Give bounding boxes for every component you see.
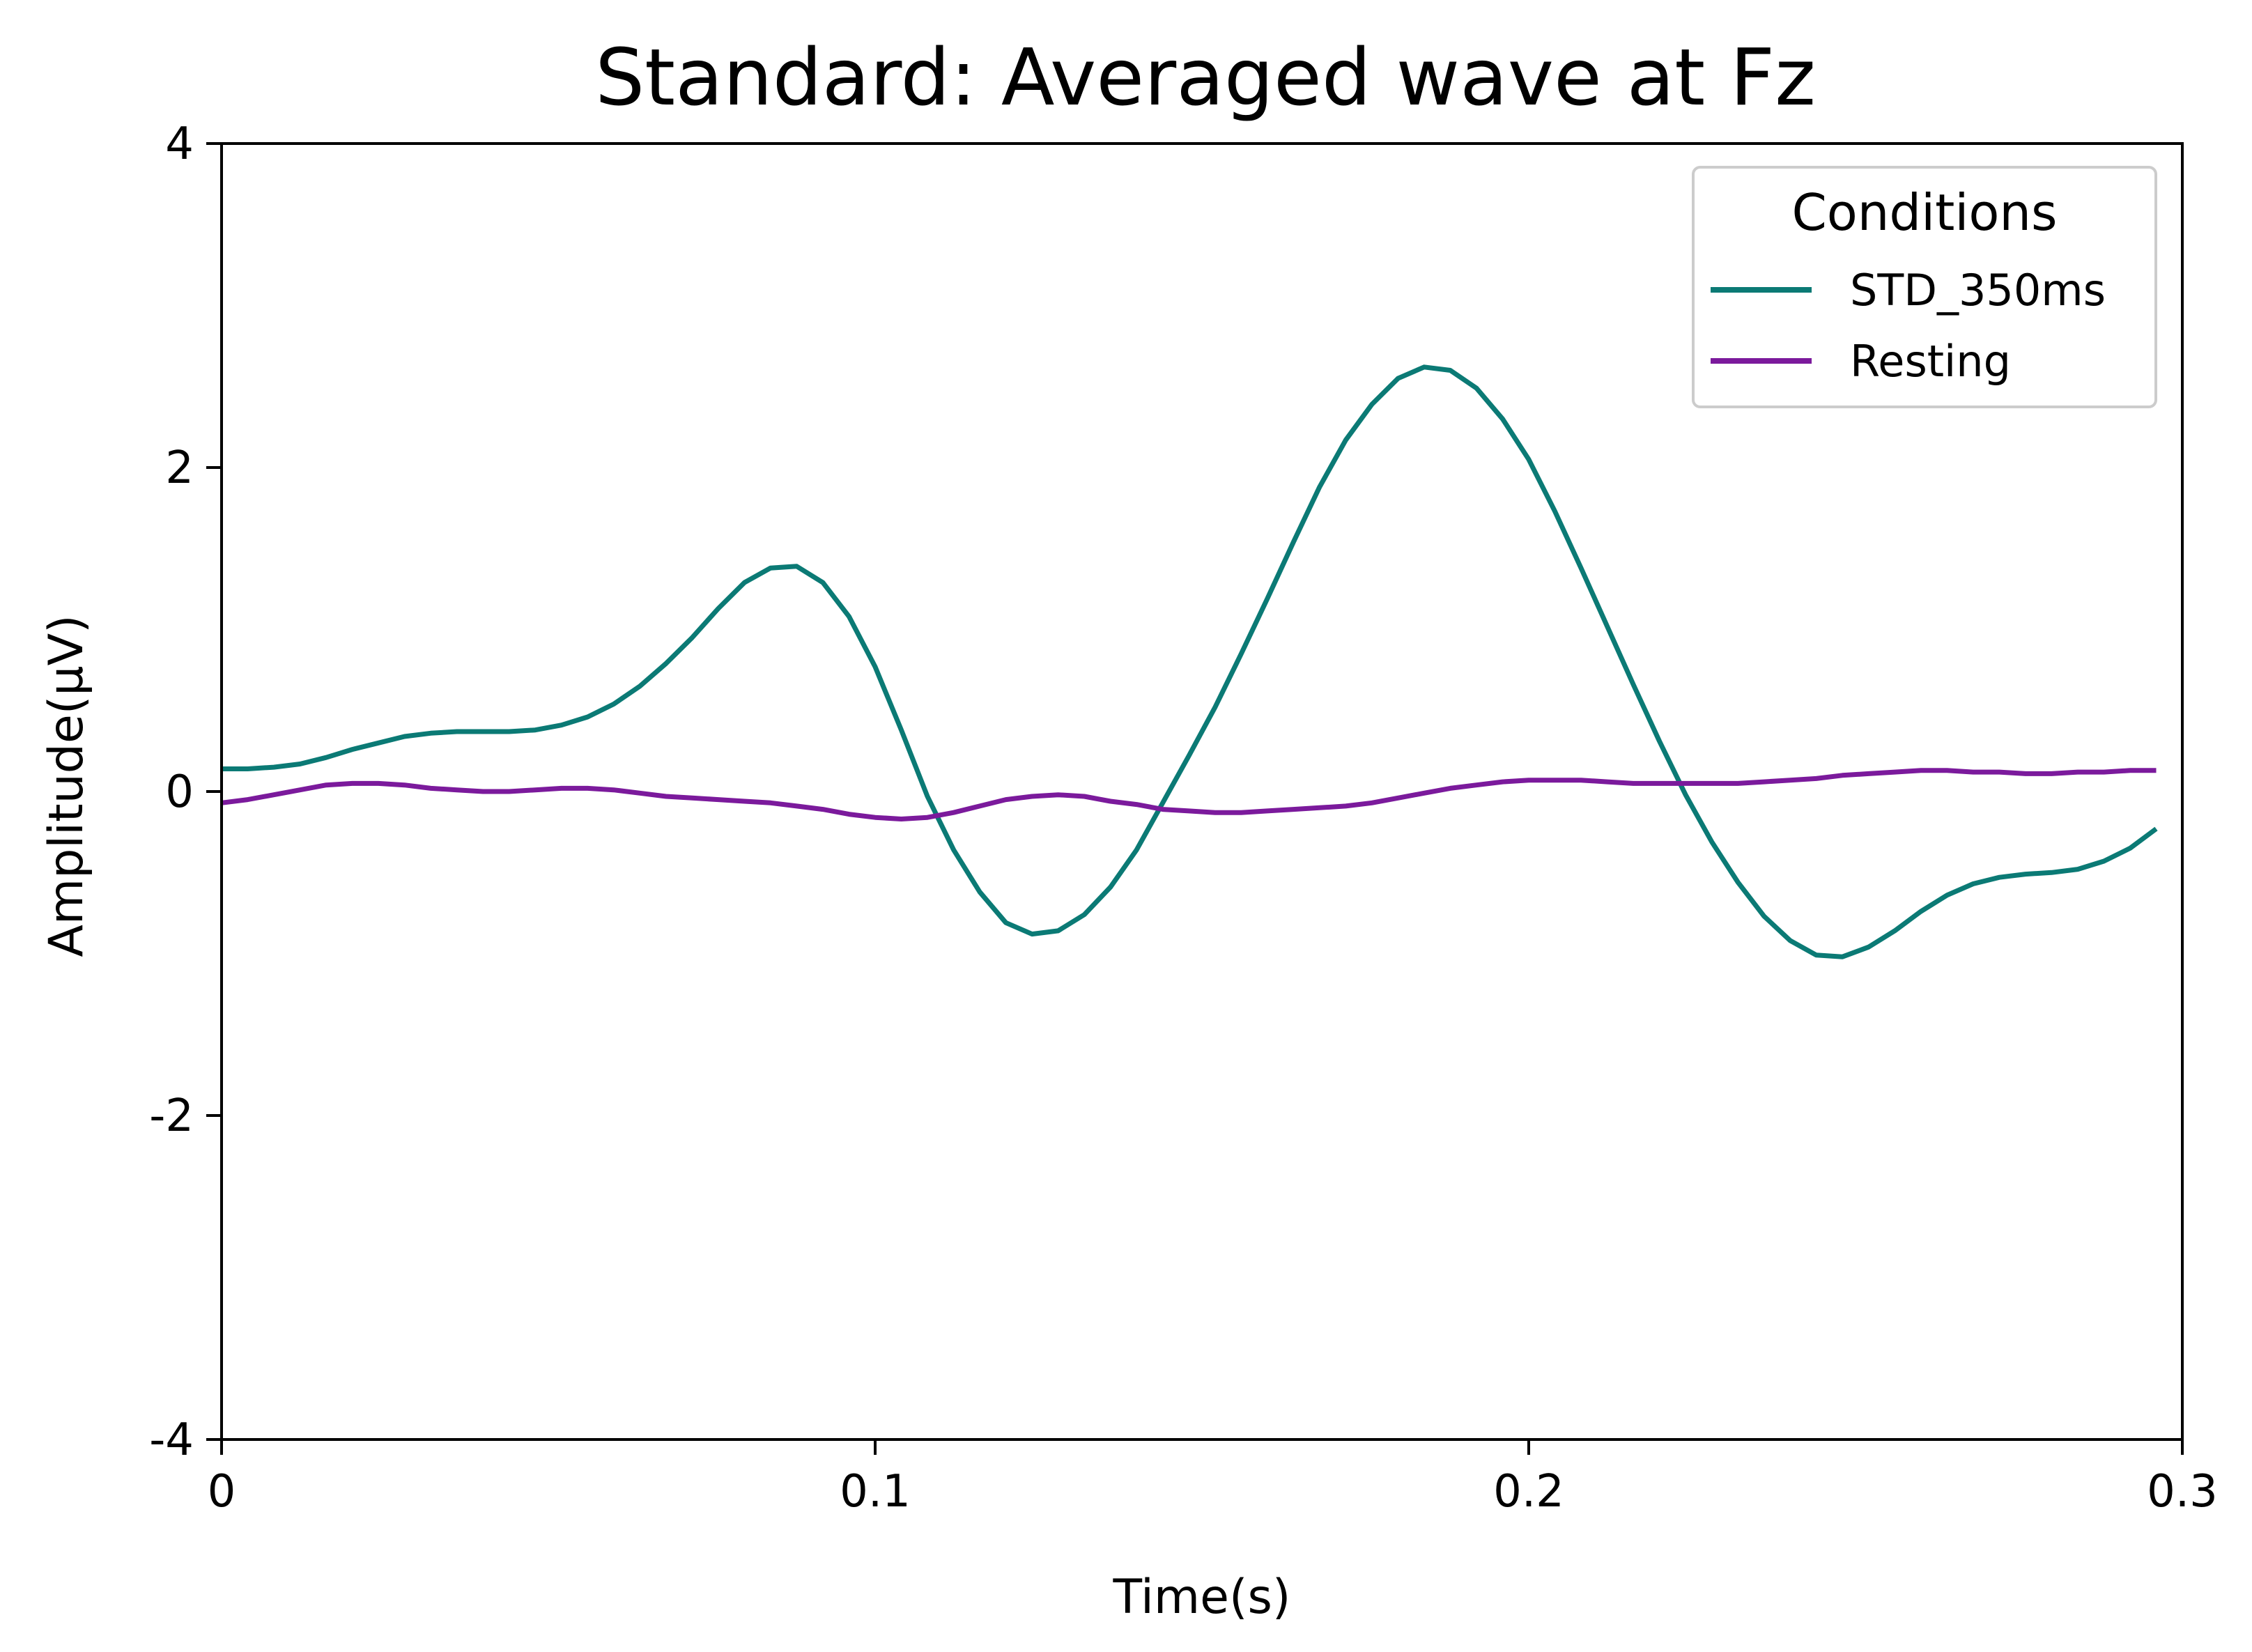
legend-label-std-350ms: STD_350ms bbox=[1850, 265, 2106, 316]
x-axis-label: Time(s) bbox=[1113, 1570, 1291, 1625]
tick-layer: 0 0.1 0.2 0.3 -4 -2 0 2 4 bbox=[149, 118, 2218, 1518]
series-layer bbox=[221, 364, 2158, 959]
y-axis-label: Amplitude(µV) bbox=[39, 615, 94, 957]
legend: Conditions STD_350ms Resting bbox=[1692, 166, 2157, 408]
x-tick-label: 0.3 bbox=[2147, 1466, 2218, 1518]
legend-title: Conditions bbox=[1791, 183, 2057, 242]
y-tick-label: 0 bbox=[165, 766, 194, 818]
x-tick-label: 0.1 bbox=[840, 1466, 911, 1518]
legend-label-resting: Resting bbox=[1850, 336, 2011, 387]
chart-title: Standard: Averaged wave at Fz bbox=[595, 33, 1816, 123]
y-tick-label: -2 bbox=[149, 1090, 194, 1142]
series-line-std-350ms bbox=[222, 364, 2158, 959]
x-tick-label: 0.2 bbox=[1493, 1466, 1564, 1518]
legend-box bbox=[1692, 166, 2157, 408]
x-tick-label: 0 bbox=[208, 1466, 236, 1518]
y-tick-label: 4 bbox=[165, 118, 194, 170]
y-tick-label: -4 bbox=[149, 1414, 194, 1466]
series-line-resting bbox=[221, 768, 2157, 821]
y-tick-label: 2 bbox=[165, 442, 194, 494]
